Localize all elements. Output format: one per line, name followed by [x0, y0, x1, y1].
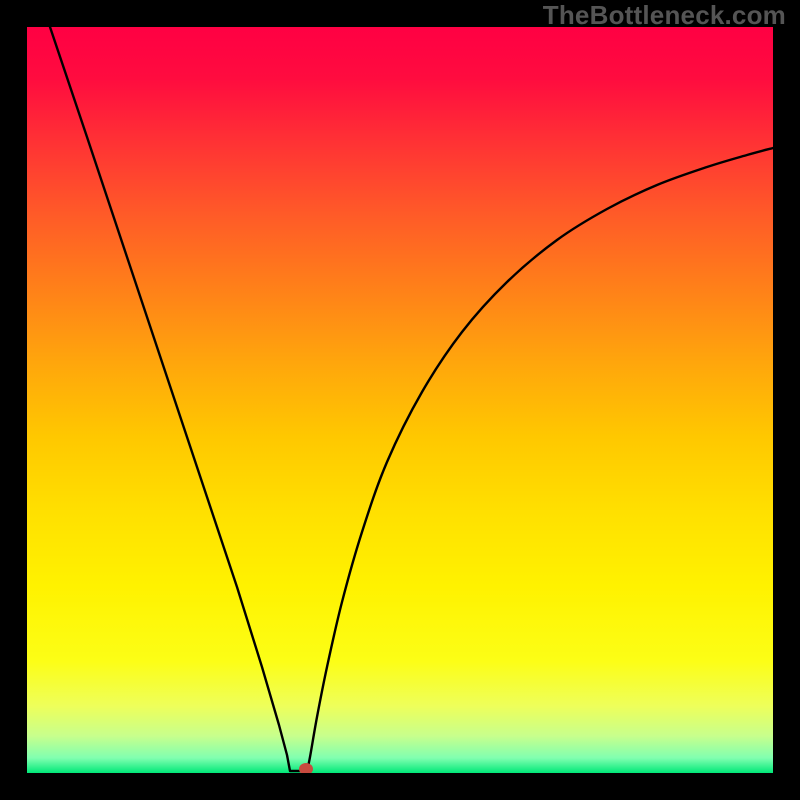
plot-area — [27, 27, 773, 773]
bottleneck-curve — [27, 27, 773, 773]
watermark-text: TheBottleneck.com — [543, 0, 786, 28]
minimum-marker — [299, 763, 313, 773]
chart-container: TheBottleneck.com — [0, 0, 800, 800]
